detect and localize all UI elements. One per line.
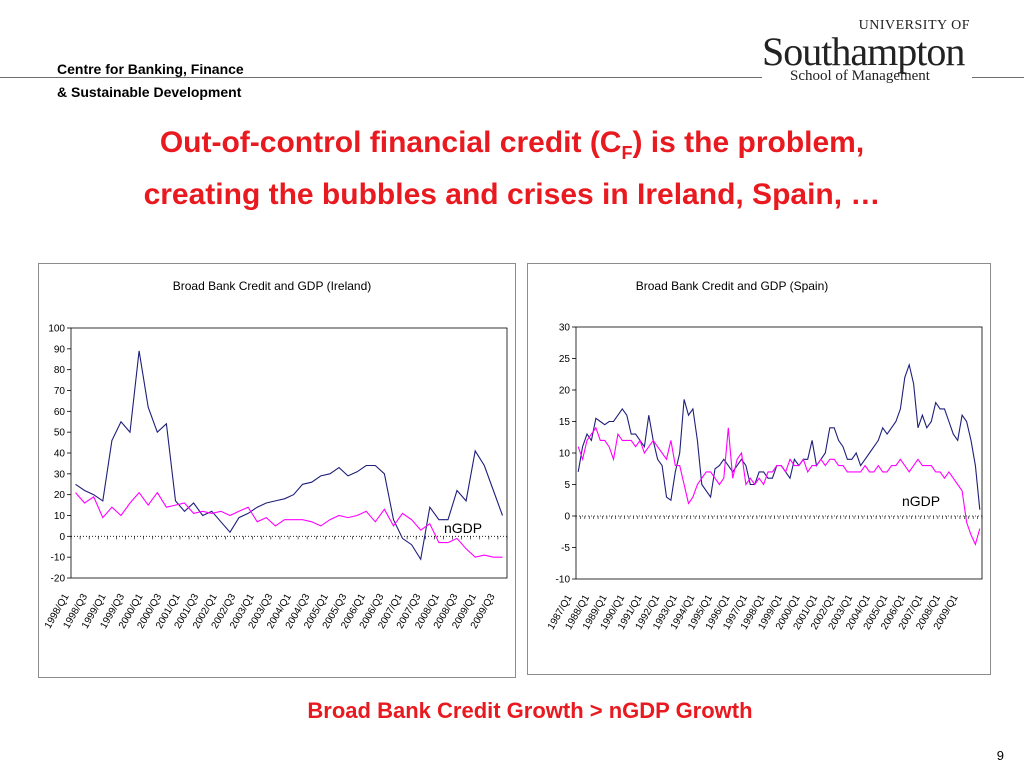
c1-ytick-label: -5 (561, 543, 570, 554)
c0-plot-frame (70, 327, 508, 579)
c1-ngdp-annotation: nGDP (902, 493, 940, 509)
c1-ytick-label: 20 (559, 386, 571, 397)
c0-ytick-label: 70 (54, 386, 66, 397)
c0-credit-series-line (75, 350, 504, 561)
slide-title-line-1: Out-of-control financial credit (CF) is … (0, 122, 1024, 174)
chart-panel-ireland: Broad Bank Credit and GDP (Ireland) 100 90… (38, 263, 516, 678)
slide-title-line-2: creating the bubbles and crises in Irela… (143, 178, 881, 211)
title-part-2: ) is the problem, (632, 126, 865, 159)
c1-ytick-label: 5 (564, 480, 570, 491)
c0-ytick-label: 10 (54, 511, 66, 522)
header-rule-right (972, 77, 1024, 78)
c1-ytick-label: 15 (559, 417, 571, 428)
logo-southampton: Southampton (762, 29, 965, 74)
title-subscript: F (621, 143, 633, 163)
c0-ytick-label: 20 (54, 490, 66, 501)
c1-ytick-label: 10 (559, 449, 571, 460)
c1-ytick-label: 25 (559, 354, 571, 365)
header-rule-left (0, 77, 762, 78)
chart-ireland: Broad Bank Credit and GDP (Ireland)10090… (43, 279, 508, 631)
c0-ngdp-annotation: nGDP (444, 520, 482, 536)
c1-credit-series-line (577, 362, 981, 510)
c0-ytick-label: -10 (51, 553, 66, 564)
c0-ytick-label: 60 (54, 407, 66, 418)
c0-ngdp-series-line (75, 491, 503, 558)
c0-title: Broad Bank Credit and GDP (Ireland) (173, 279, 372, 293)
slide-title: Out-of-control financial credit (CF) is … (0, 122, 1024, 216)
c0-ytick-label: -20 (51, 574, 66, 585)
bottom-caption: Broad Bank Credit Growth > nGDP Growth (307, 698, 753, 723)
c0-ytick-label: 90 (54, 344, 66, 355)
c1-ytick-label: 30 (559, 323, 571, 334)
page-number: 9 (996, 748, 1004, 763)
centre-line-2: & Sustainable Development (57, 84, 242, 100)
chart-panel-spain: Broad Bank Credit and GDP (Spain) 30 25 20 1… (527, 263, 991, 675)
c0-ytick-label: 50 (54, 428, 66, 439)
centre-line-1: Centre for Banking, Finance (57, 61, 244, 77)
logo-school: School of Management (790, 68, 930, 84)
c0-ytick-label: 40 (54, 449, 66, 460)
title-part-1: Out-of-control financial credit (C (159, 126, 622, 159)
c0-ytick-label: 80 (54, 365, 66, 376)
c1-title: Broad Bank Credit and GDP (Spain) (636, 279, 829, 293)
centre-name: Centre for Banking, Finance & Sustainabl… (57, 58, 244, 104)
c0-ytick-label: 0 (59, 532, 65, 543)
logo-university-of: UNIVERSITY OF (858, 18, 970, 33)
c0-ytick-label: 100 (48, 324, 65, 335)
c1-ytick-label: -10 (556, 575, 571, 586)
c1-ytick-label: 0 (564, 512, 570, 523)
chart-spain: Broad Bank Credit and GDP (Spain) 30 25 20 1… (546, 279, 983, 632)
c1-plot-frame (575, 326, 983, 580)
southampton-logo: UNIVERSITY OF Southampton School of Mana… (762, 18, 972, 90)
c1-ngdp-series-line (577, 426, 981, 546)
c0-ytick-label: 30 (54, 469, 66, 480)
